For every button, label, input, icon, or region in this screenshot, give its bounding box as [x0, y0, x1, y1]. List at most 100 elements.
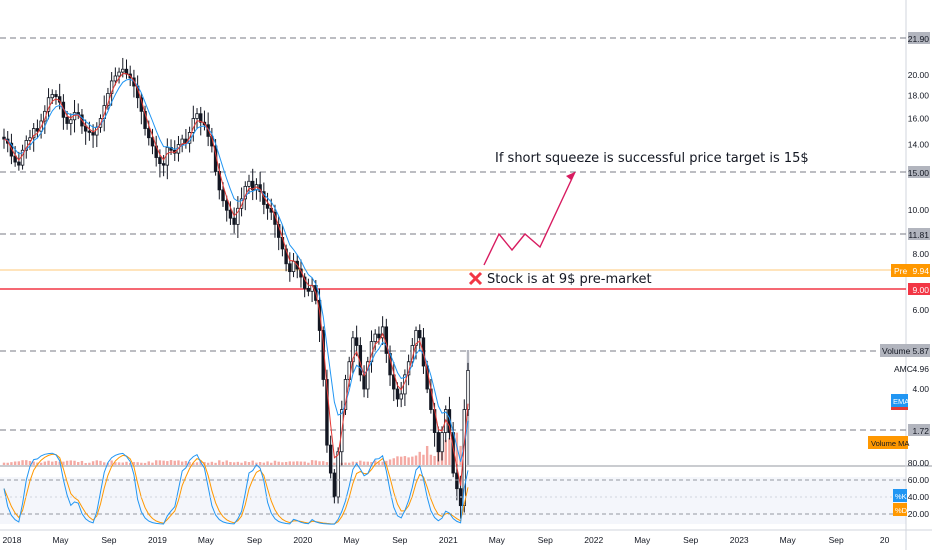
time-tick-label: 2021: [439, 535, 458, 545]
candle-body: [117, 71, 121, 77]
candle-body: [291, 260, 296, 273]
volume-bar: [292, 461, 295, 465]
candle-body: [143, 110, 147, 129]
tag-k-bg: [893, 489, 907, 502]
time-tick-label: 2018: [3, 535, 22, 545]
candle-body: [392, 374, 396, 390]
squeeze-annotation[interactable]: If short squeeze is successful price tar…: [495, 151, 809, 166]
volume-bar: [322, 461, 325, 465]
stochastic-pane: [0, 452, 906, 525]
tag-1500-bg: [908, 166, 930, 178]
tag-volume-label: Volume: [882, 346, 911, 356]
tag-d: %D: [895, 506, 908, 515]
volume-bar: [418, 451, 421, 465]
volume-bar: [459, 445, 462, 465]
volume-bar: [221, 461, 225, 465]
volume-bar: [214, 462, 217, 465]
volume-bar: [381, 461, 384, 465]
price-tick-label: 10.00: [908, 205, 930, 215]
price-tick-label: 8.00: [912, 249, 929, 259]
time-tick-label: May: [634, 535, 651, 545]
volume-bar: [132, 461, 136, 465]
candle-body: [328, 444, 333, 474]
time-tick-label: 20: [880, 535, 890, 545]
candle-body: [91, 132, 95, 136]
time-tick-label: May: [489, 535, 506, 545]
volume-bar: [258, 461, 262, 465]
volume-bar: [359, 460, 362, 465]
premarket-annotation[interactable]: Stock is at 9$ pre-market: [487, 272, 652, 287]
volume-bar: [21, 460, 24, 465]
volume-bar: [411, 456, 414, 465]
volume-bar: [54, 460, 58, 465]
volume-bar: [251, 460, 254, 465]
tag-ema-fast-strip: [891, 407, 908, 410]
candle-body: [228, 209, 233, 219]
volume-bar: [136, 462, 139, 465]
price-tick-label: 6.00: [912, 305, 929, 315]
volume-bar: [121, 462, 124, 465]
candle-body: [354, 337, 359, 346]
time-tick-label: May: [198, 535, 215, 545]
volume-bar: [206, 462, 210, 465]
volume-bar: [110, 460, 113, 465]
candle-body: [436, 432, 441, 453]
volume-bar: [117, 462, 121, 465]
volume-bar: [151, 462, 154, 465]
volume-bar: [244, 461, 247, 465]
price-tick-label: 16.00: [908, 114, 930, 124]
candle-body: [13, 155, 17, 163]
ema-slow-line: [3, 78, 469, 462]
candle-body: [69, 119, 73, 124]
volume-bar: [88, 462, 91, 465]
volume-bar: [422, 454, 425, 465]
volume-bar: [17, 461, 21, 465]
candle-body: [221, 189, 225, 202]
tag-pre-bg: [891, 264, 930, 277]
time-tick-label: Sep: [829, 535, 844, 545]
volume-bar: [366, 461, 369, 465]
volume-bar: [281, 462, 284, 465]
tag-1500: 15.00: [908, 168, 930, 178]
volume-bar: [247, 462, 251, 465]
tag-volume-ma: Volume MA: [871, 439, 909, 448]
main-pane[interactable]: [0, 0, 906, 466]
volume-bar: [6, 462, 9, 465]
tag-volume-ma-bg: [868, 436, 908, 449]
candle-body: [150, 137, 155, 147]
candle-body: [147, 128, 151, 139]
volume-bar: [433, 455, 436, 465]
candle-body: [399, 393, 403, 400]
volume-bar: [307, 462, 310, 465]
volume-bar: [318, 461, 321, 465]
volume-bar: [299, 461, 303, 465]
time-axis[interactable]: 2018 May Sep 2019 May Sep 2020 May Sep 2021 May Sep…: [3, 535, 890, 545]
candle-body: [373, 333, 377, 343]
candle-body: [121, 68, 125, 73]
volume-bar: [255, 462, 258, 465]
candle-body: [232, 217, 236, 225]
volume-bar: [425, 445, 429, 465]
volume-bar: [184, 460, 188, 465]
volume-bar: [10, 462, 13, 465]
tag-172-bg: [908, 424, 930, 436]
tag-k: %K: [895, 492, 907, 501]
tag-900: 9.00: [912, 285, 929, 295]
tag-pre-value: 9.94: [912, 266, 929, 276]
projection-path[interactable]: [483, 171, 576, 266]
time-tick-label: Sep: [538, 535, 553, 545]
volume-bar: [173, 460, 176, 465]
time-tick-label: May: [52, 535, 69, 545]
volume-bar: [273, 460, 277, 465]
volume-bar: [69, 460, 73, 465]
candle-body: [161, 163, 166, 166]
volume-bar: [296, 461, 299, 465]
cross-marker-icon[interactable]: [468, 271, 483, 286]
volume-bar: [162, 460, 165, 465]
candle-body: [395, 388, 400, 400]
volume-bar: [414, 455, 418, 465]
candle-body: [325, 379, 329, 446]
volume-bar: [444, 439, 447, 465]
candle-body: [9, 142, 14, 157]
candle-body: [113, 75, 118, 82]
